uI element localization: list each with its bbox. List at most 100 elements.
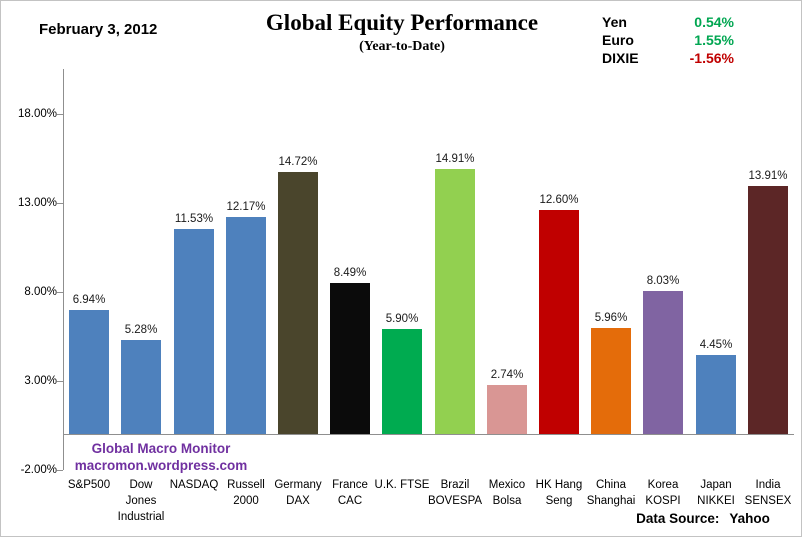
- x-axis-label-dow-jones-industrial: Dow Jones Industrial: [109, 477, 173, 525]
- x-axis-label-nasdaq: NASDAQ: [162, 477, 226, 493]
- currency-legend: Yen 0.54% Euro 1.55% DIXIE -1.56%: [602, 13, 734, 67]
- x-axis-label-line: 2000: [233, 495, 259, 507]
- y-axis-tick-label: -2.00%: [20, 464, 57, 476]
- x-axis-label-line: HK Hang: [535, 479, 583, 491]
- x-axis-label-mexico-bolsa: Mexico Bolsa: [475, 477, 539, 509]
- bar-value-japan-nikkei: 4.45%: [699, 339, 733, 351]
- x-axis-label-line: Mexico: [488, 479, 526, 491]
- watermark-line2: macromon.wordpress.com: [74, 458, 248, 473]
- x-axis-label-japan-nikkei: Japan NIKKEI: [684, 477, 748, 509]
- x-axis-label-line: Industrial: [117, 511, 165, 523]
- chart-subtitle: (Year-to-Date): [359, 39, 445, 54]
- bar-value-russell-2000: 12.17%: [226, 201, 266, 213]
- x-axis-label-u-k-ftse: U.K. FTSE: [370, 477, 434, 493]
- x-axis-label-line: S&P500: [67, 479, 111, 491]
- x-axis-label-india-sensex: India SENSEX: [736, 477, 800, 509]
- y-axis-tick: [57, 470, 63, 471]
- x-axis-label-line: Seng: [545, 495, 573, 507]
- bar-value-s-p500: 6.94%: [72, 294, 106, 306]
- chart-title: Global Equity Performance: [265, 10, 539, 35]
- y-axis-tick: [57, 203, 63, 204]
- x-axis-label-line: Dow: [129, 479, 153, 491]
- bar-brazil-bovespa: [435, 169, 475, 434]
- bar-germany-dax: [278, 172, 318, 434]
- x-axis-label-line: China: [595, 479, 627, 491]
- watermark: Global Macro Monitor macromon.wordpress.…: [61, 440, 261, 474]
- x-axis-label-hk-hang-seng: HK Hang Seng: [527, 477, 591, 509]
- bar-value-u-k-ftse: 5.90%: [385, 313, 419, 325]
- x-axis-label-france-cac: France CAC: [318, 477, 382, 509]
- watermark-line1: Global Macro Monitor: [91, 441, 231, 456]
- currency-value: 0.54%: [694, 14, 734, 30]
- bar-india-sensex: [748, 186, 788, 434]
- y-axis-tick: [57, 292, 63, 293]
- bar-s-p500: [69, 310, 109, 434]
- x-axis-label-s-p500: S&P500: [57, 477, 121, 493]
- bar-value-germany-dax: 14.72%: [278, 156, 318, 168]
- y-axis-tick-label: 18.00%: [17, 108, 57, 120]
- currency-row-euro: Euro 1.55%: [602, 31, 734, 49]
- bar-value-dow-jones-industrial: 5.28%: [124, 324, 158, 336]
- bar-mexico-bolsa: [487, 385, 527, 434]
- x-axis-label-line: NASDAQ: [169, 479, 219, 491]
- currency-value: 1.55%: [694, 32, 734, 48]
- x-axis-label-line: Bolsa: [492, 495, 522, 507]
- x-axis-label-korea-kospi: Korea KOSPI: [631, 477, 695, 509]
- bar-value-mexico-bolsa: 2.74%: [490, 369, 524, 381]
- x-axis-label-line: Germany: [274, 479, 322, 491]
- y-axis-line: [63, 69, 64, 470]
- x-axis-label-line: DAX: [286, 495, 310, 507]
- y-axis-tick: [57, 114, 63, 115]
- x-axis-label-line: Russell: [227, 479, 265, 491]
- x-axis-label-germany-dax: Germany DAX: [266, 477, 330, 509]
- bar-russell-2000: [226, 217, 266, 434]
- x-axis-label-line: KOSPI: [645, 495, 681, 507]
- bar-value-nasdaq: 11.53%: [174, 213, 214, 225]
- bar-value-korea-kospi: 8.03%: [646, 275, 680, 287]
- bar-u-k-ftse: [382, 329, 422, 434]
- x-axis-label-line: Brazil: [440, 479, 470, 491]
- bar-france-cac: [330, 283, 370, 434]
- y-axis-tick-label: 3.00%: [24, 375, 57, 387]
- y-axis-tick-label: 8.00%: [24, 286, 57, 298]
- x-axis-line: [63, 434, 794, 435]
- x-axis-label-line: France: [332, 479, 368, 491]
- y-axis-tick: [57, 381, 63, 382]
- x-axis-label-line: BOVESPA: [427, 495, 483, 507]
- bar-value-france-cac: 8.49%: [333, 267, 367, 279]
- currency-row-dixie: DIXIE -1.56%: [602, 49, 734, 67]
- x-axis-label-line: Shanghai: [586, 495, 636, 507]
- x-axis-label-line: SENSEX: [744, 495, 792, 507]
- x-axis-label-line: Japan: [700, 479, 732, 491]
- x-axis-label-line: CAC: [337, 495, 363, 507]
- bar-value-brazil-bovespa: 14.91%: [435, 153, 475, 165]
- currency-label: DIXIE: [602, 50, 639, 66]
- x-axis-label-china-shanghai: China Shanghai: [579, 477, 643, 509]
- currency-label: Yen: [602, 14, 627, 30]
- bar-japan-nikkei: [696, 355, 736, 434]
- bar-dow-jones-industrial: [121, 340, 161, 434]
- x-axis-label-russell-2000: Russell 2000: [214, 477, 278, 509]
- bar-nasdaq: [174, 229, 214, 434]
- y-axis-tick-label: 13.00%: [17, 197, 57, 209]
- x-axis-label-line: NIKKEI: [697, 495, 735, 507]
- bar-value-india-sensex: 13.91%: [748, 170, 788, 182]
- currency-label: Euro: [602, 32, 634, 48]
- currency-value: -1.56%: [689, 50, 734, 66]
- x-axis-label-brazil-bovespa: Brazil BOVESPA: [423, 477, 487, 509]
- bar-china-shanghai: [591, 328, 631, 434]
- x-axis-label-line: Korea: [647, 479, 679, 491]
- x-axis-label-line: India: [755, 479, 781, 491]
- bar-hk-hang-seng: [539, 210, 579, 434]
- bar-value-hk-hang-seng: 12.60%: [539, 194, 579, 206]
- bar-korea-kospi: [643, 291, 683, 434]
- currency-row-yen: Yen 0.54%: [602, 13, 734, 31]
- data-source: Data Source: Yahoo: [613, 511, 793, 526]
- x-axis-label-line: U.K. FTSE: [374, 479, 430, 491]
- x-axis-label-line: Jones: [125, 495, 157, 507]
- data-source-label: Data Source:: [636, 511, 720, 526]
- report-date: February 3, 2012: [39, 21, 158, 38]
- data-source-value: Yahoo: [729, 511, 770, 526]
- bar-value-china-shanghai: 5.96%: [594, 312, 628, 324]
